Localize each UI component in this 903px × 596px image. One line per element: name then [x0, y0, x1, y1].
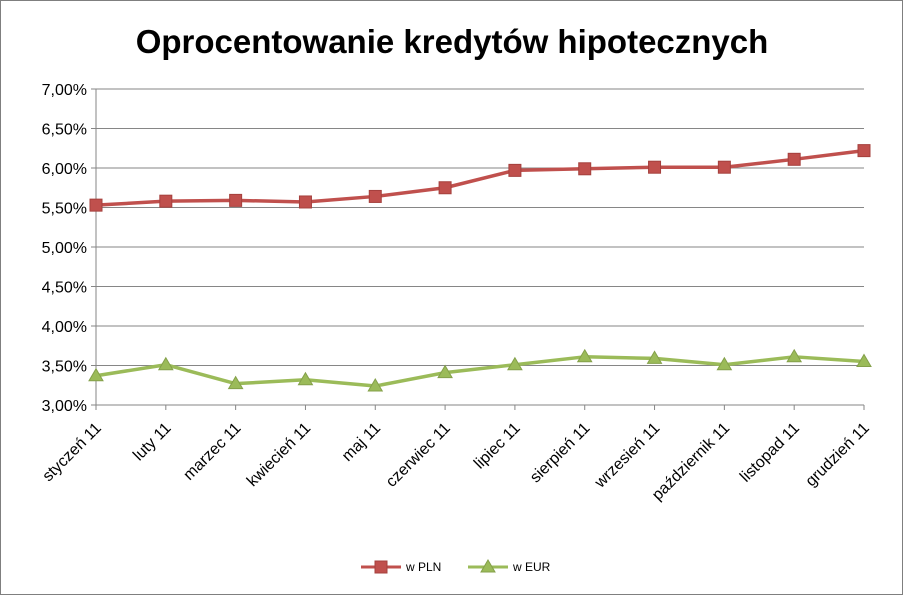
x-tick-label: marzec 11 — [180, 420, 244, 484]
data-point-marker — [157, 356, 174, 371]
x-tick-label: listopad 11 — [737, 420, 803, 486]
series-line — [95, 355, 865, 388]
x-tick-label: kwiecień 11 — [244, 420, 314, 490]
data-point-marker — [297, 371, 314, 386]
data-point-marker — [298, 195, 312, 209]
data-point-marker — [89, 198, 103, 212]
legend-item: w PLN — [361, 560, 441, 574]
y-tick-label: 6,00% — [42, 161, 87, 178]
y-tick-label: 6,50% — [42, 122, 87, 139]
data-point-marker — [578, 162, 592, 176]
y-axis-tick-labels: 3,00% 3,50% 4,00% 4,50% 5,00% 5,50% 6,00% 6,50%… — [42, 82, 87, 415]
data-point-marker — [576, 348, 593, 363]
data-point-marker — [857, 144, 871, 158]
gridlines — [96, 88, 864, 406]
data-point-marker — [480, 559, 496, 573]
x-axis-tick-labels: styczeń 11 luty 11 marzec 11 kwiecień 11 maj… — [40, 420, 873, 504]
chart-title: Oprocentowanie kredytów hipotecznych — [136, 23, 769, 60]
data-point-marker — [368, 189, 382, 203]
y-tick-label: 5,00% — [42, 240, 87, 257]
y-tick-label: 3,50% — [42, 359, 87, 376]
series-pln — [89, 144, 871, 212]
data-point-marker — [227, 375, 244, 390]
data-point-marker — [508, 163, 522, 177]
x-tick-label: luty 11 — [130, 420, 175, 465]
x-tick-label: wrzesień 11 — [591, 420, 663, 492]
y-tick-label: 7,00% — [42, 82, 87, 99]
data-point-marker — [716, 356, 733, 371]
series-line — [95, 148, 865, 207]
data-point-marker — [646, 350, 663, 364]
data-point-marker — [856, 353, 872, 368]
x-tick-label: lipiec 11 — [471, 420, 524, 473]
legend-item: w EUR — [468, 559, 551, 574]
series-lines — [88, 144, 872, 392]
x-tick-label: styczeń 11 — [40, 420, 105, 485]
x-tick-label: maj 11 — [339, 420, 384, 465]
data-point-marker — [374, 560, 388, 574]
y-tick-label: 5,50% — [42, 201, 87, 218]
legend-label: w PLN — [405, 560, 441, 574]
data-point-marker — [717, 160, 731, 174]
data-point-marker — [229, 193, 243, 207]
data-point-marker — [438, 181, 452, 195]
x-tick-label: czerwiec 11 — [383, 420, 454, 491]
y-tick-label: 4,00% — [42, 319, 87, 336]
data-point-marker — [786, 348, 803, 363]
x-tick-label: sierpień 11 — [527, 420, 594, 487]
axes — [91, 88, 865, 410]
data-point-marker — [507, 356, 523, 371]
legend-label: w EUR — [512, 560, 551, 574]
data-point-marker — [88, 367, 104, 382]
x-tick-label: grudzień 11 — [803, 420, 873, 490]
data-point-marker — [437, 364, 453, 379]
data-point-marker — [648, 160, 662, 174]
data-point-marker — [159, 194, 173, 208]
series-eur — [88, 348, 872, 392]
legend: w PLN w EUR — [361, 559, 551, 574]
y-tick-label: 4,50% — [42, 280, 87, 297]
data-point-marker — [787, 152, 801, 166]
data-point-marker — [367, 378, 384, 392]
y-tick-label: 3,00% — [42, 398, 87, 415]
